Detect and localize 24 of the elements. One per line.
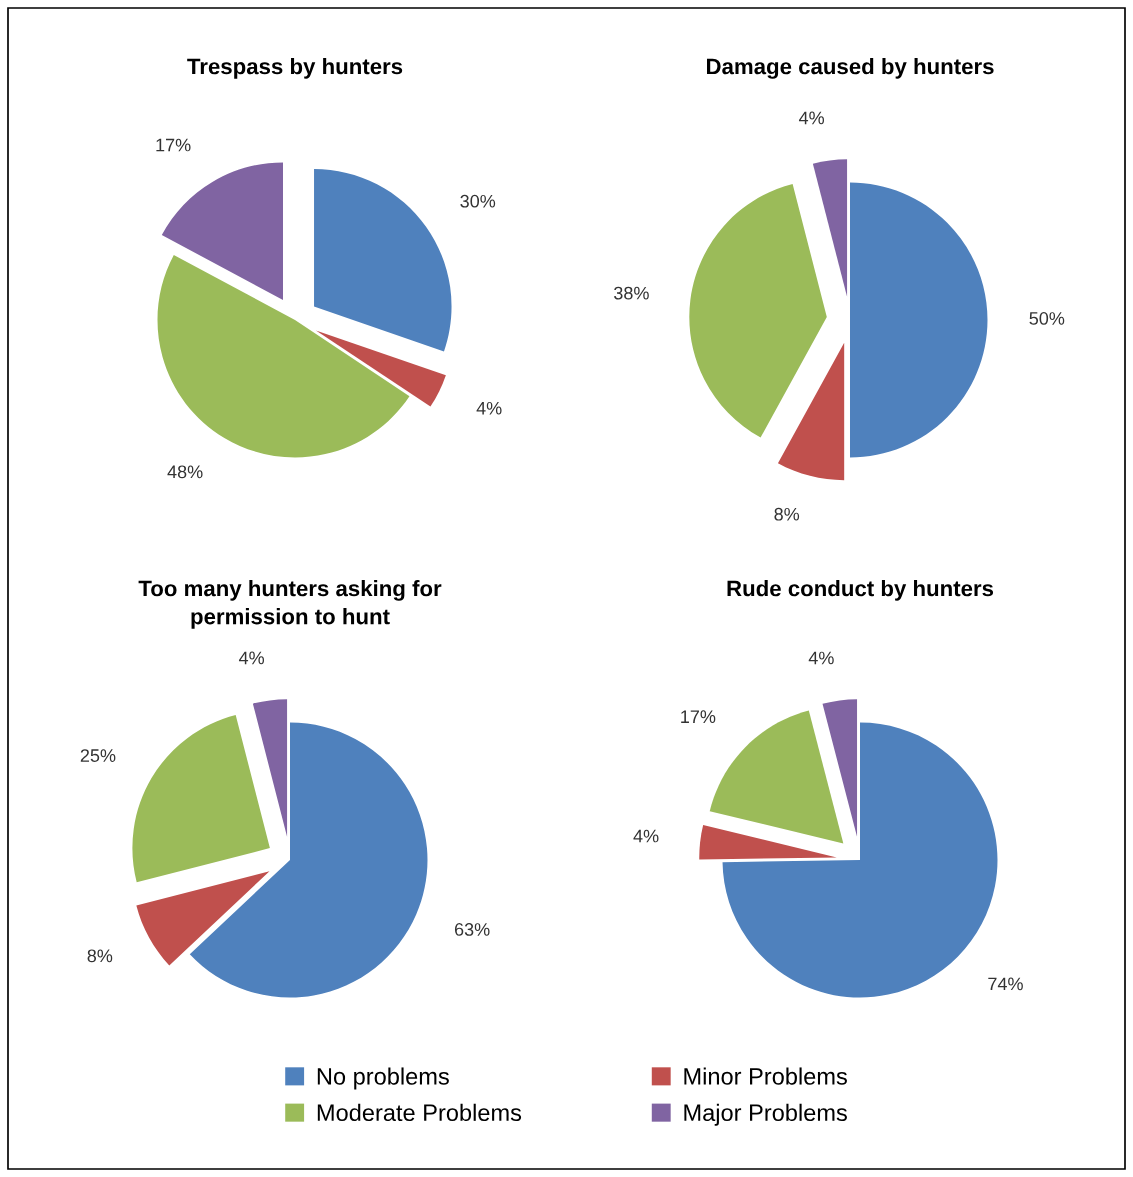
data-label: 17% (156, 138, 191, 152)
data-label: 25% (80, 749, 116, 762)
data-label: 8% (774, 507, 800, 521)
data-label: 8% (87, 949, 113, 963)
data-label: 4% (238, 651, 265, 665)
data-label: 38% (614, 286, 649, 300)
data-label: 48% (167, 465, 203, 479)
chart-title: Too many hunters asking for permission to hunt (138, 580, 442, 629)
data-label: 63% (454, 923, 490, 936)
legend-label: Minor Problems (684, 1067, 847, 1085)
chart-title: Trespass by hunters (187, 58, 403, 79)
data-label: 4% (476, 401, 502, 415)
data-label: 4% (798, 111, 825, 125)
data-label: 74% (988, 977, 1023, 991)
data-label: 4% (808, 651, 834, 665)
data-label: 4% (633, 829, 659, 843)
legend-label: No problems (317, 1067, 449, 1090)
chart-title: Rude conduct by hunters (727, 580, 994, 601)
chart-title: Damage caused by hunters (707, 58, 994, 79)
data-label: 17% (681, 710, 716, 723)
legend-label: Moderate Problems (317, 1103, 522, 1122)
data-label: 50% (1029, 312, 1065, 325)
legend-label: Major Problems (684, 1103, 847, 1126)
data-label: 30% (460, 194, 496, 208)
